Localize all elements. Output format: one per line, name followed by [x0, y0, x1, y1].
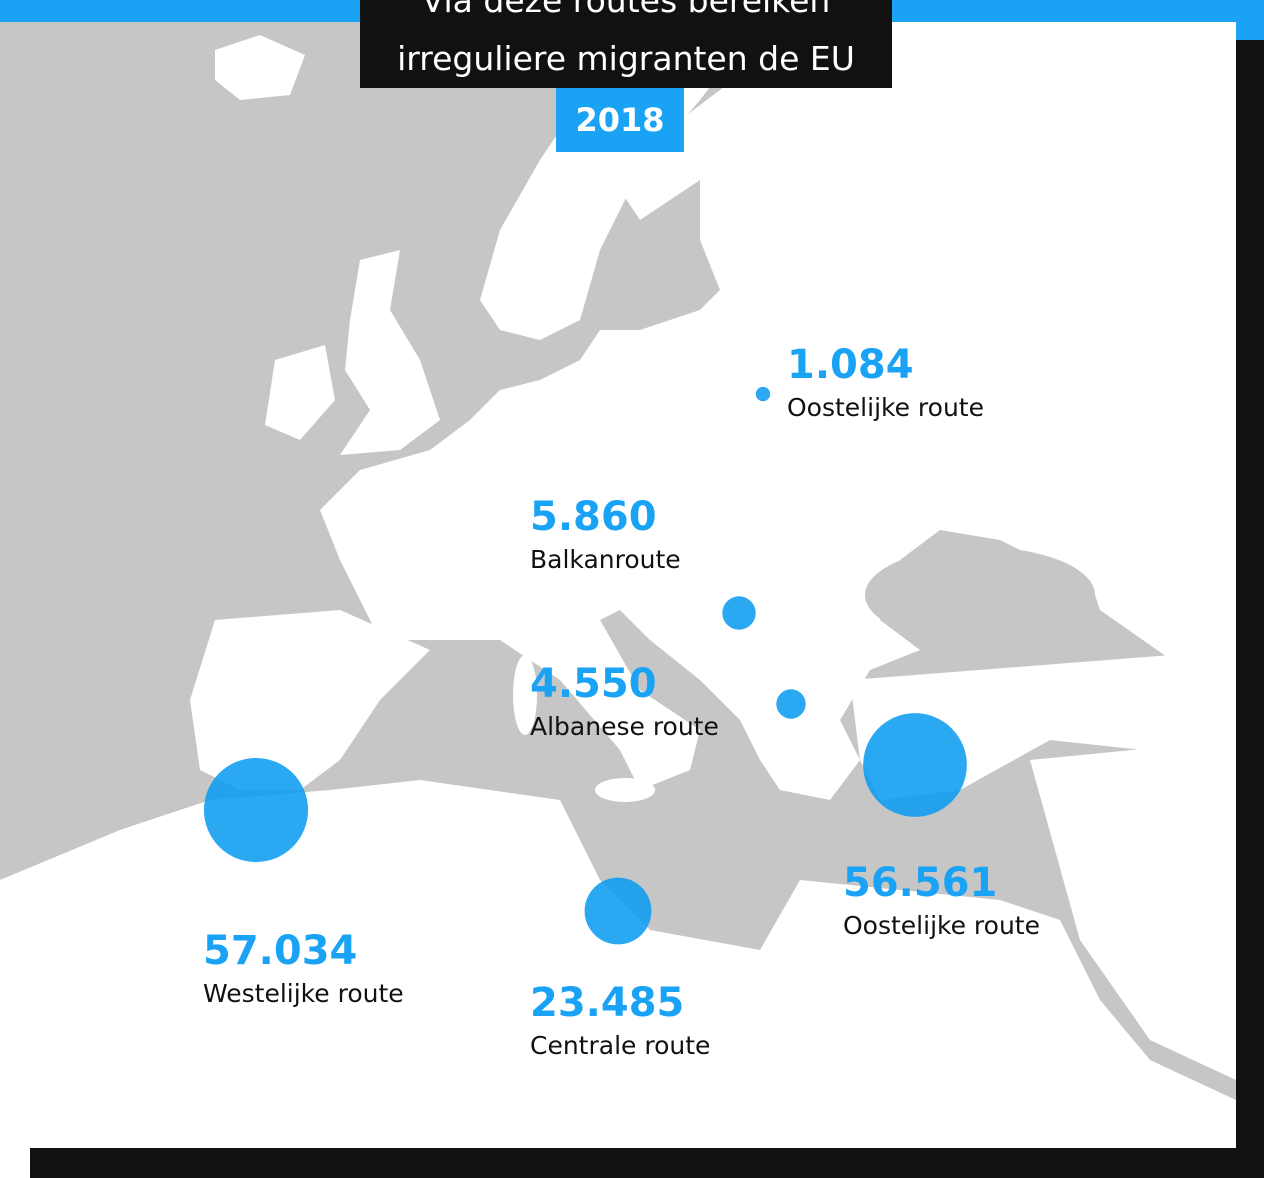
- route-value: 57.034: [203, 928, 357, 974]
- land-sardinia: [513, 655, 537, 735]
- land-scandinavia: [480, 22, 760, 340]
- frame-right: [1236, 40, 1264, 1178]
- route-name: Oostelijke route: [787, 393, 984, 422]
- route-bubble: [722, 596, 756, 630]
- map: [0, 22, 1236, 1148]
- route-bubble: [755, 386, 771, 402]
- land-europe: [320, 22, 1236, 800]
- land-ireland: [265, 345, 335, 440]
- route-value: 5.860: [530, 494, 657, 540]
- land-iceland: [215, 35, 305, 100]
- route-name: Balkanroute: [530, 545, 681, 574]
- route-bubble: [776, 689, 806, 719]
- route-bubble: [203, 757, 309, 863]
- route-value: 23.485: [530, 980, 684, 1026]
- route-name: Albanese route: [530, 712, 719, 741]
- year-box: [556, 88, 684, 152]
- land-iberia: [190, 610, 430, 790]
- frame-bottom: [30, 1148, 1264, 1178]
- route-bubble: [863, 713, 967, 817]
- land-africa: [0, 780, 1236, 1148]
- land-middle-east: [1030, 740, 1236, 1080]
- black-sea: [865, 547, 1095, 643]
- title: irreguliere migranten de EU: [397, 39, 855, 78]
- route-name: Westelijke route: [203, 979, 404, 1008]
- title-box: [360, 0, 892, 88]
- routes: 1.084 Oostelijke route 5.860 Balkanroute 4.5…: [203, 342, 1040, 1060]
- year: 2018: [575, 101, 664, 139]
- frame-corner: [1236, 0, 1264, 40]
- title: Via deze routes bereiken: [422, 0, 831, 20]
- route-name: Centrale route: [530, 1031, 710, 1060]
- route-value: 4.550: [530, 661, 657, 707]
- route-value: 56.561: [843, 860, 997, 906]
- land-britain: [340, 250, 440, 455]
- land-sicily: [595, 778, 655, 802]
- route-name: Oostelijke route: [843, 911, 1040, 940]
- route-value: 1.084: [787, 342, 914, 388]
- route-bubble: [584, 877, 652, 945]
